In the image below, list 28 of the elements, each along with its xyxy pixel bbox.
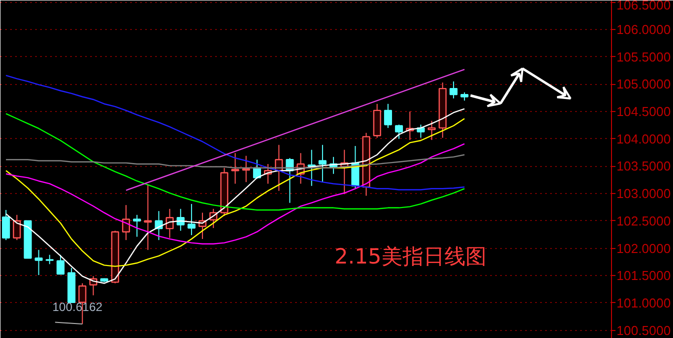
candlestick: [122, 204, 130, 241]
y-tick-label: 100.5000: [616, 322, 671, 338]
candlestick: [144, 184, 152, 250]
line-series: [5, 108, 466, 284]
candlestick: [34, 249, 43, 276]
y-tick-label: 101.0000: [616, 295, 671, 310]
y-tick-label: 102.0000: [616, 240, 671, 256]
candlestick: [438, 82, 447, 138]
candlestick: [318, 144, 327, 183]
y-tick-label: 106.5000: [616, 0, 671, 12]
line-series: [5, 143, 466, 244]
candlestick: [231, 152, 240, 184]
candlestick: [450, 80, 458, 99]
y-tick-label: 102.5000: [616, 213, 671, 228]
y-tick-label: 104.5000: [616, 104, 671, 120]
candlestick: [242, 155, 250, 183]
line-series: [5, 74, 466, 190]
y-tick-label: 105.0000: [616, 76, 671, 92]
y-tick-label: 103.5000: [616, 158, 671, 174]
text: 2.15美指日线图: [334, 244, 486, 268]
y-tick-label: 105.5000: [616, 49, 671, 64]
line-series: [5, 118, 466, 267]
y-tick-label: 103.0000: [616, 186, 671, 202]
y-tick-label: 106.0000: [616, 22, 671, 37]
candlestick: [188, 203, 196, 236]
line-series: [5, 113, 466, 211]
y-tick-label: 101.5000: [616, 268, 671, 284]
y-tick-label: 104.0000: [616, 131, 671, 146]
